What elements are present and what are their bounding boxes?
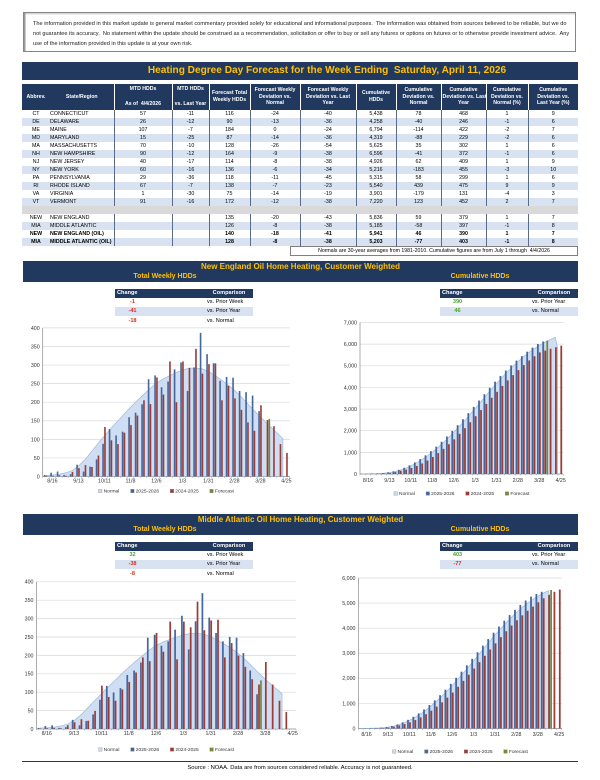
- svg-text:1,000: 1,000: [342, 701, 355, 707]
- svg-text:150: 150: [31, 419, 40, 425]
- svg-text:8/16: 8/16: [363, 478, 373, 484]
- svg-text:1,000: 1,000: [344, 450, 357, 456]
- svg-text:9/13: 9/13: [384, 478, 394, 484]
- svg-text:50: 50: [28, 709, 34, 715]
- svg-text:11/8: 11/8: [427, 478, 437, 484]
- svg-text:2024-2025: 2024-2025: [469, 749, 493, 755]
- svg-text:7,000: 7,000: [344, 320, 357, 326]
- svg-text:3/28: 3/28: [260, 731, 270, 737]
- svg-text:11/8: 11/8: [124, 731, 134, 737]
- svg-text:400: 400: [31, 326, 40, 332]
- svg-text:1/31: 1/31: [203, 479, 213, 485]
- svg-text:12/6: 12/6: [151, 731, 161, 737]
- svg-text:8/16: 8/16: [47, 479, 57, 485]
- svg-text:1/3: 1/3: [179, 479, 186, 485]
- svg-text:50: 50: [34, 456, 40, 462]
- svg-text:Forecast: Forecast: [509, 749, 529, 755]
- svg-text:200: 200: [31, 400, 40, 406]
- svg-text:4/25: 4/25: [281, 479, 291, 485]
- svg-text:300: 300: [25, 617, 34, 623]
- svg-text:4/25: 4/25: [555, 478, 565, 484]
- svg-text:0: 0: [354, 472, 357, 478]
- svg-text:2/28: 2/28: [513, 478, 523, 484]
- svg-text:5,000: 5,000: [344, 364, 357, 370]
- svg-text:100: 100: [31, 437, 40, 443]
- svg-text:400: 400: [25, 580, 34, 586]
- svg-text:3,000: 3,000: [344, 407, 357, 413]
- svg-text:1/31: 1/31: [491, 478, 501, 484]
- svg-text:3/28: 3/28: [255, 479, 265, 485]
- svg-text:4/25: 4/25: [287, 731, 297, 737]
- svg-text:2024-2025: 2024-2025: [175, 489, 199, 495]
- svg-text:2025-2026: 2025-2026: [431, 491, 455, 497]
- svg-text:4,000: 4,000: [342, 626, 355, 632]
- svg-text:2/28: 2/28: [233, 731, 243, 737]
- svg-text:1/31: 1/31: [490, 732, 500, 738]
- svg-text:1/3: 1/3: [470, 732, 477, 738]
- svg-text:6,000: 6,000: [344, 342, 357, 348]
- svg-text:2025-2026: 2025-2026: [136, 747, 160, 753]
- svg-text:Normal: Normal: [104, 747, 120, 753]
- svg-text:8/16: 8/16: [361, 732, 371, 738]
- svg-text:11/8: 11/8: [125, 479, 135, 485]
- svg-text:1/31: 1/31: [206, 731, 216, 737]
- svg-text:Forecast: Forecast: [215, 747, 235, 753]
- svg-text:Forecast: Forecast: [510, 491, 530, 497]
- svg-text:250: 250: [25, 635, 34, 641]
- svg-text:4,000: 4,000: [344, 385, 357, 391]
- svg-text:11/8: 11/8: [426, 732, 436, 738]
- svg-text:0: 0: [37, 474, 40, 480]
- svg-text:150: 150: [25, 672, 34, 678]
- svg-text:100: 100: [25, 690, 34, 696]
- svg-text:8/16: 8/16: [42, 731, 52, 737]
- svg-text:3/28: 3/28: [533, 732, 543, 738]
- svg-text:1/3: 1/3: [180, 731, 187, 737]
- svg-text:2/28: 2/28: [511, 732, 521, 738]
- svg-text:10/11: 10/11: [98, 479, 111, 485]
- svg-text:Normal: Normal: [104, 489, 120, 495]
- svg-text:1/3: 1/3: [471, 478, 478, 484]
- svg-text:2025-2026: 2025-2026: [430, 749, 454, 755]
- svg-text:2024-2025: 2024-2025: [175, 747, 199, 753]
- svg-text:4/25: 4/25: [554, 732, 564, 738]
- svg-text:2/28: 2/28: [229, 479, 239, 485]
- svg-text:9/13: 9/13: [383, 732, 393, 738]
- svg-text:6,000: 6,000: [342, 576, 355, 582]
- svg-text:3/28: 3/28: [534, 478, 544, 484]
- svg-text:2,000: 2,000: [342, 676, 355, 682]
- svg-text:12/6: 12/6: [151, 479, 161, 485]
- svg-text:10/11: 10/11: [95, 731, 108, 737]
- svg-text:9/13: 9/13: [69, 731, 79, 737]
- svg-text:0: 0: [31, 727, 34, 733]
- svg-text:3,000: 3,000: [342, 651, 355, 657]
- svg-text:2,000: 2,000: [344, 429, 357, 435]
- svg-text:Normal: Normal: [399, 491, 415, 497]
- svg-text:350: 350: [31, 344, 40, 350]
- svg-text:5,000: 5,000: [342, 601, 355, 607]
- svg-text:10/11: 10/11: [404, 478, 417, 484]
- svg-text:200: 200: [25, 653, 34, 659]
- svg-text:12/6: 12/6: [447, 732, 457, 738]
- svg-text:Forecast: Forecast: [215, 489, 235, 495]
- svg-text:12/6: 12/6: [448, 478, 458, 484]
- svg-text:250: 250: [31, 382, 40, 388]
- svg-text:Normal: Normal: [398, 749, 414, 755]
- svg-text:350: 350: [25, 598, 34, 604]
- svg-text:300: 300: [31, 363, 40, 369]
- svg-text:9/13: 9/13: [73, 479, 83, 485]
- svg-text:2025-2026: 2025-2026: [136, 489, 160, 495]
- svg-text:10/11: 10/11: [403, 732, 416, 738]
- svg-text:2024-2025: 2024-2025: [471, 491, 495, 497]
- svg-text:0: 0: [353, 726, 356, 732]
